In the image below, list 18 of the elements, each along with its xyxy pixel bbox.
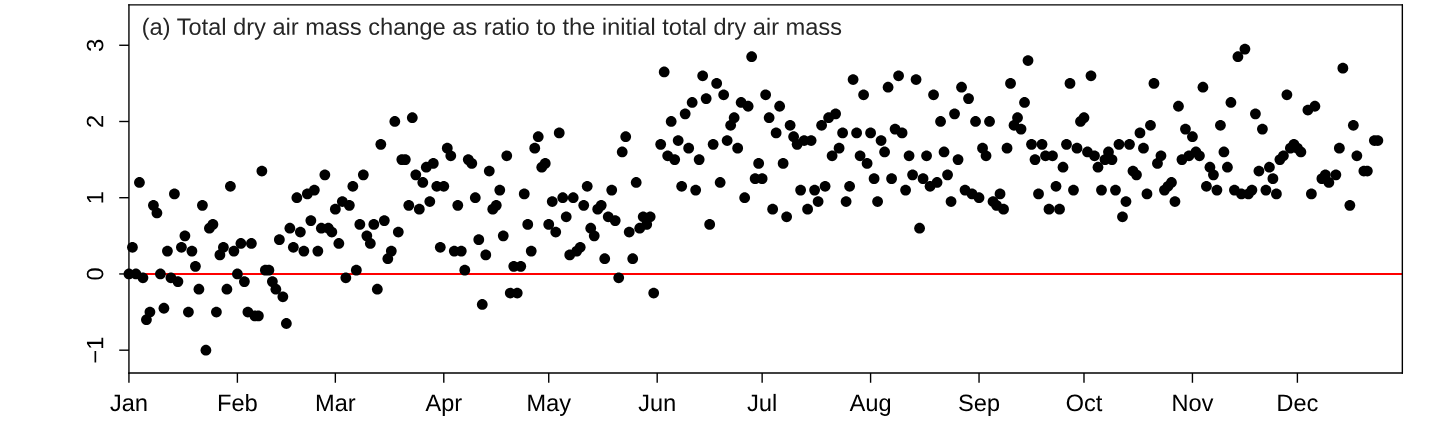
y-tick-label: −1: [86, 337, 104, 363]
x-tick-label: Dec: [1278, 394, 1318, 412]
x-tick-label: Jan: [110, 394, 147, 412]
y-tick-label: 3: [86, 39, 104, 51]
x-tick-label: Jul: [747, 393, 776, 412]
x-tick-label: Feb: [218, 393, 257, 412]
x-tick-label: Apr: [425, 394, 462, 416]
x-tick-label: Sep: [959, 394, 1000, 416]
x-tick-label: May: [528, 394, 571, 416]
y-tick-label: 1: [86, 192, 104, 203]
text: (a) Total dry air mass change as ratio to the initial total dry air mass: [143, 17, 842, 40]
y-tick-label: 0: [86, 268, 104, 280]
x-tick-label: Aug: [849, 394, 891, 416]
x-tick-label: Nov: [1173, 394, 1214, 412]
x-tick-label: Jun: [638, 394, 675, 412]
y-tick-label: 2: [86, 116, 104, 127]
x-tick-label: Oct: [1066, 394, 1103, 412]
x-tick-label: Mar: [316, 394, 356, 412]
